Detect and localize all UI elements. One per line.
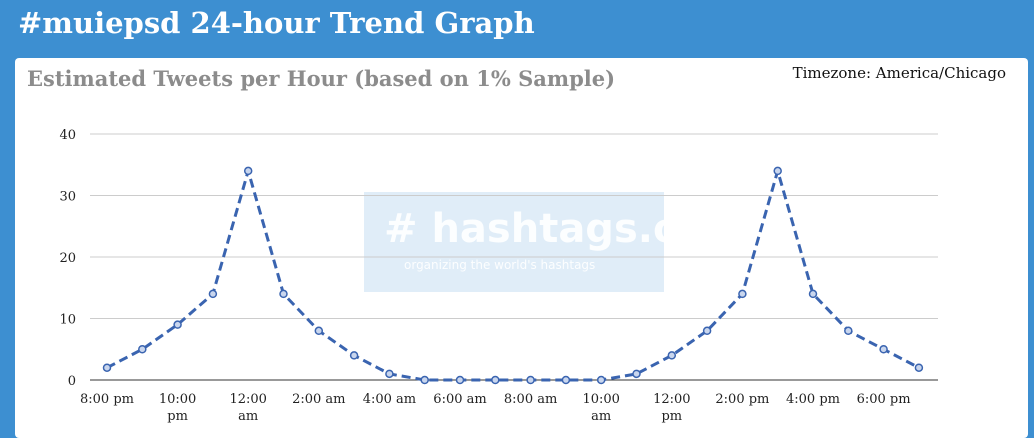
y-tick-label: 40 bbox=[59, 128, 76, 143]
x-tick-label: am bbox=[591, 409, 611, 424]
chart-title: Estimated Tweets per Hour (based on 1% S… bbox=[27, 66, 616, 91]
x-tick-label: pm bbox=[661, 409, 682, 424]
data-point bbox=[914, 363, 924, 372]
data-point bbox=[243, 166, 253, 176]
data-point bbox=[102, 363, 112, 372]
series-line bbox=[106, 169, 920, 382]
data-point bbox=[491, 375, 500, 385]
watermark-tagline: organizing the world's hashtags bbox=[404, 258, 596, 272]
y-tick-label: 30 bbox=[59, 190, 76, 205]
data-point bbox=[314, 326, 324, 336]
data-point bbox=[349, 351, 359, 360]
x-tick-label: 4:00 am bbox=[363, 392, 416, 407]
x-tick-label: pm bbox=[167, 409, 188, 424]
data-point bbox=[561, 375, 571, 385]
hashtags-watermark: # hashtags.org organizing the world's ha… bbox=[364, 192, 729, 292]
x-tick-label: 4:00 pm bbox=[786, 392, 840, 407]
data-point bbox=[773, 166, 782, 176]
chart-card: Estimated Tweets per Hour (based on 1% S… bbox=[15, 58, 1028, 438]
line-chart: 0 10 20 30 40 8:00 pm 10:00 pm 12:00 am 2:00 am 4:0… bbox=[59, 128, 938, 424]
y-tick-label: 20 bbox=[59, 251, 76, 266]
y-tick-label: 0 bbox=[68, 374, 76, 389]
x-tick-label: 8:00 pm bbox=[80, 392, 134, 407]
page-title: #muiepsd 24-hour Trend Graph bbox=[18, 6, 535, 40]
x-tick-label: 10:00 bbox=[582, 392, 619, 407]
data-point bbox=[844, 326, 853, 336]
data-point bbox=[455, 375, 465, 385]
data-point bbox=[420, 375, 429, 385]
x-tick-label: 12:00 bbox=[229, 392, 266, 407]
x-tick-label: 12:00 bbox=[653, 392, 690, 407]
timezone-label: Timezone: America/Chicago bbox=[792, 64, 1006, 82]
data-point bbox=[632, 369, 641, 379]
x-tick-label: 6:00 pm bbox=[857, 392, 911, 407]
data-point bbox=[738, 289, 747, 299]
data-point bbox=[138, 345, 147, 354]
x-tick-label: am bbox=[238, 409, 258, 424]
watermark-logo: # hashtags.org bbox=[384, 206, 729, 252]
y-tick-label: 10 bbox=[59, 313, 76, 328]
x-tick-label: 6:00 am bbox=[433, 392, 486, 407]
data-point bbox=[702, 326, 712, 336]
x-tick-label: 2:00 am bbox=[292, 392, 345, 407]
data-point bbox=[173, 320, 182, 329]
data-point bbox=[808, 289, 818, 299]
data-point bbox=[667, 351, 677, 360]
data-point bbox=[596, 375, 606, 385]
data-point bbox=[385, 369, 394, 379]
data-point bbox=[279, 289, 288, 299]
data-point bbox=[208, 289, 218, 299]
x-tick-label: 10:00 bbox=[159, 392, 196, 407]
x-tick-label: 2:00 pm bbox=[715, 392, 769, 407]
data-point bbox=[526, 375, 535, 385]
data-point bbox=[879, 345, 888, 354]
x-tick-label: 8:00 am bbox=[504, 392, 557, 407]
